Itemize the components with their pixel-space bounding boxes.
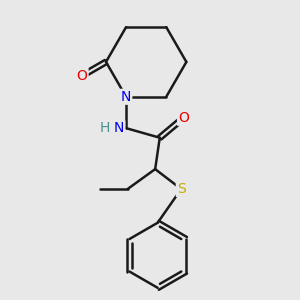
Text: N: N — [114, 121, 124, 135]
Text: H: H — [100, 121, 110, 135]
Text: O: O — [178, 111, 189, 125]
Text: N: N — [121, 90, 131, 104]
Text: O: O — [77, 69, 88, 83]
Text: S: S — [177, 182, 186, 196]
